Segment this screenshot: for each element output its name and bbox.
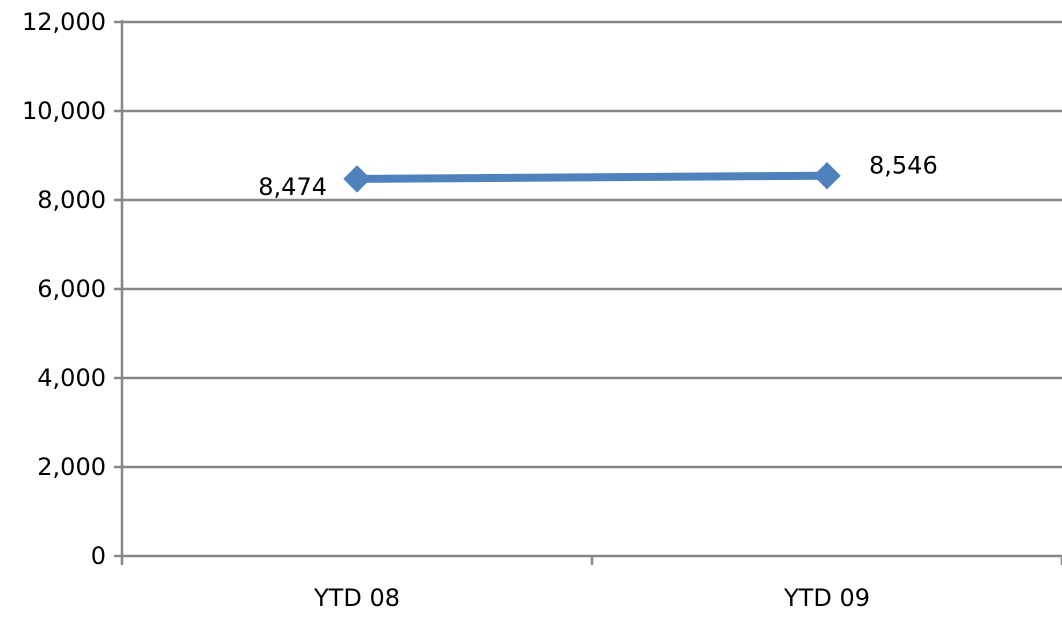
gridlines <box>122 20 1062 469</box>
x-axis-category-labels: YTD 08 YTD 09 <box>313 584 870 612</box>
y-axis-tick-label: 12,000 <box>22 8 106 36</box>
series-line <box>356 171 828 183</box>
y-axis-tick-labels: 0 2,000 4,000 6,000 8,000 10,000 12,000 <box>22 8 106 570</box>
series-layer <box>343 161 841 193</box>
x-axis-category-label: YTD 09 <box>783 584 870 612</box>
y-axis-tick-label: 2,000 <box>37 453 106 481</box>
y-axis-tick-label: 0 <box>91 542 106 570</box>
y-axis-tick-label: 4,000 <box>37 364 106 392</box>
data-label: 8,474 <box>258 173 327 201</box>
x-axis-category-label: YTD 08 <box>313 584 400 612</box>
y-axis-tick-label: 10,000 <box>22 97 106 125</box>
data-label: 8,546 <box>869 152 938 180</box>
y-axis-tick-label: 6,000 <box>37 275 106 303</box>
data-point-marker <box>813 161 841 190</box>
axes <box>114 20 1062 565</box>
y-axis-tick-label: 8,000 <box>37 186 106 214</box>
data-point-marker <box>343 165 371 193</box>
data-labels: 8,474 8,546 <box>258 152 937 201</box>
